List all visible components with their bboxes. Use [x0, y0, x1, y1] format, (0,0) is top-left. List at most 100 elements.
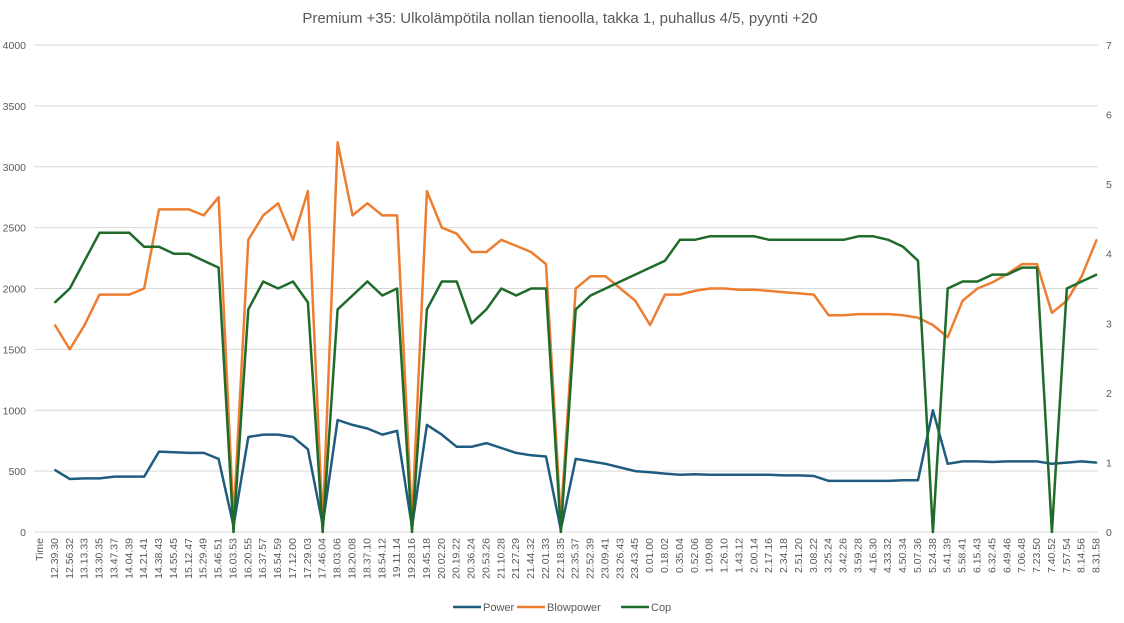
data-point-power — [396, 430, 399, 432]
data-point-blowpower — [53, 324, 56, 326]
data-point-blowpower — [440, 226, 443, 229]
data-point-cop — [753, 235, 756, 238]
data-point-power — [917, 479, 919, 482]
data-point-power — [1080, 460, 1083, 463]
data-point-blowpower — [1095, 238, 1098, 241]
data-point-cop — [559, 531, 562, 533]
data-point-power — [381, 433, 384, 436]
data-point-cop — [768, 238, 771, 241]
right-axis-ticks: 0 1 2 3 4 5 6 7 — [1106, 40, 1112, 539]
data-point-blowpower — [783, 291, 785, 294]
data-point-blowpower — [961, 299, 964, 302]
x-tick-label: 2.17.16 — [763, 538, 775, 573]
data-point-cop — [887, 238, 890, 241]
legend: Power Blowpower Cop — [453, 602, 671, 614]
data-point-cop — [336, 308, 339, 311]
x-tick-label: 0.35.04 — [674, 538, 686, 573]
data-point-blowpower — [98, 293, 101, 296]
y-left-tick-label: 2000 — [3, 284, 27, 296]
data-point-blowpower — [530, 251, 532, 253]
data-point-blowpower — [247, 238, 250, 241]
x-tick-label: 22.35.37 — [570, 538, 582, 579]
data-point-cop — [664, 259, 666, 262]
data-point-power — [1065, 461, 1068, 464]
data-point-power — [202, 451, 205, 454]
data-point-power — [1095, 461, 1098, 464]
data-point-cop — [857, 235, 860, 238]
data-point-cop — [1065, 287, 1068, 290]
data-point-power — [753, 473, 756, 476]
data-point-cop — [872, 235, 875, 238]
data-point-blowpower — [113, 293, 116, 296]
data-point-cop — [574, 308, 577, 311]
data-point-cop — [976, 280, 979, 283]
x-tick-label: 22.52.39 — [585, 538, 597, 579]
data-point-cop — [247, 308, 250, 311]
data-point-power — [1051, 462, 1053, 465]
data-point-blowpower — [931, 324, 934, 326]
data-point-power — [946, 462, 949, 465]
legend-label-cop: Cop — [651, 602, 671, 614]
x-tick-label: 13.47.37 — [108, 538, 120, 579]
x-tick-label: 3.08.22 — [808, 538, 820, 573]
data-point-power — [589, 460, 592, 463]
data-point-cop — [292, 280, 294, 283]
data-point-cop — [217, 266, 220, 269]
data-point-blowpower — [872, 313, 875, 315]
data-point-power — [83, 477, 86, 480]
data-point-power — [68, 478, 71, 480]
y-left-tick-label: 3500 — [3, 101, 27, 113]
data-point-cop — [113, 231, 116, 234]
data-point-blowpower — [292, 238, 294, 241]
y-right-tick-label: 5 — [1106, 179, 1112, 191]
data-point-blowpower — [68, 348, 71, 351]
data-point-cop — [158, 245, 160, 248]
x-tick-label: 4.16.30 — [867, 538, 879, 573]
x-tick-label: 18.03.06 — [332, 538, 344, 579]
data-point-blowpower — [455, 232, 458, 235]
data-point-blowpower — [991, 281, 994, 284]
data-point-blowpower — [366, 202, 369, 205]
y-right-tick-label: 2 — [1106, 388, 1112, 400]
data-point-power — [113, 475, 116, 478]
data-point-cop — [708, 235, 711, 238]
legend-label-power: Power — [483, 602, 515, 614]
x-tick-label: 16.37.57 — [257, 538, 269, 579]
data-point-blowpower — [143, 287, 146, 290]
data-point-blowpower — [649, 324, 652, 326]
data-point-power — [98, 477, 101, 480]
data-point-blowpower — [158, 208, 160, 211]
x-tick-label: 6.49.46 — [1001, 538, 1013, 573]
data-point-cop — [1006, 273, 1009, 276]
data-point-cop — [946, 287, 949, 290]
data-point-cop — [173, 252, 175, 255]
data-point-power — [634, 470, 637, 473]
x-tick-label: 14.55.45 — [168, 538, 180, 579]
data-point-power — [678, 473, 681, 476]
data-point-power — [277, 433, 279, 436]
data-point-power — [931, 409, 934, 412]
x-tick-label: 20.36.24 — [466, 538, 478, 579]
data-point-power — [128, 475, 131, 478]
data-point-blowpower — [128, 293, 131, 296]
data-point-blowpower — [217, 196, 220, 199]
data-point-blowpower — [381, 214, 384, 217]
data-point-cop — [485, 308, 488, 311]
data-point-cop — [351, 294, 354, 297]
x-tick-label: 1.26.10 — [719, 538, 731, 573]
x-tick-label: 13.13.33 — [79, 538, 91, 579]
data-point-cop — [783, 238, 785, 241]
x-tick-label: 16.20.55 — [242, 538, 254, 579]
data-point-power — [351, 423, 354, 426]
data-point-cop — [232, 531, 235, 533]
x-tick-label: Time — [34, 538, 46, 561]
x-tick-label: 19.45.18 — [421, 538, 433, 579]
data-point-blowpower — [723, 287, 726, 290]
x-tick-label: 7.40.52 — [1046, 538, 1058, 573]
data-point-cop — [321, 531, 324, 533]
x-tick-label: 14.38.43 — [153, 538, 165, 579]
data-point-cop — [961, 280, 964, 283]
x-tick-label: 21.44.32 — [525, 538, 537, 579]
chart-title: Premium +35: Ulkolämpötila nollan tienoo… — [302, 10, 817, 27]
